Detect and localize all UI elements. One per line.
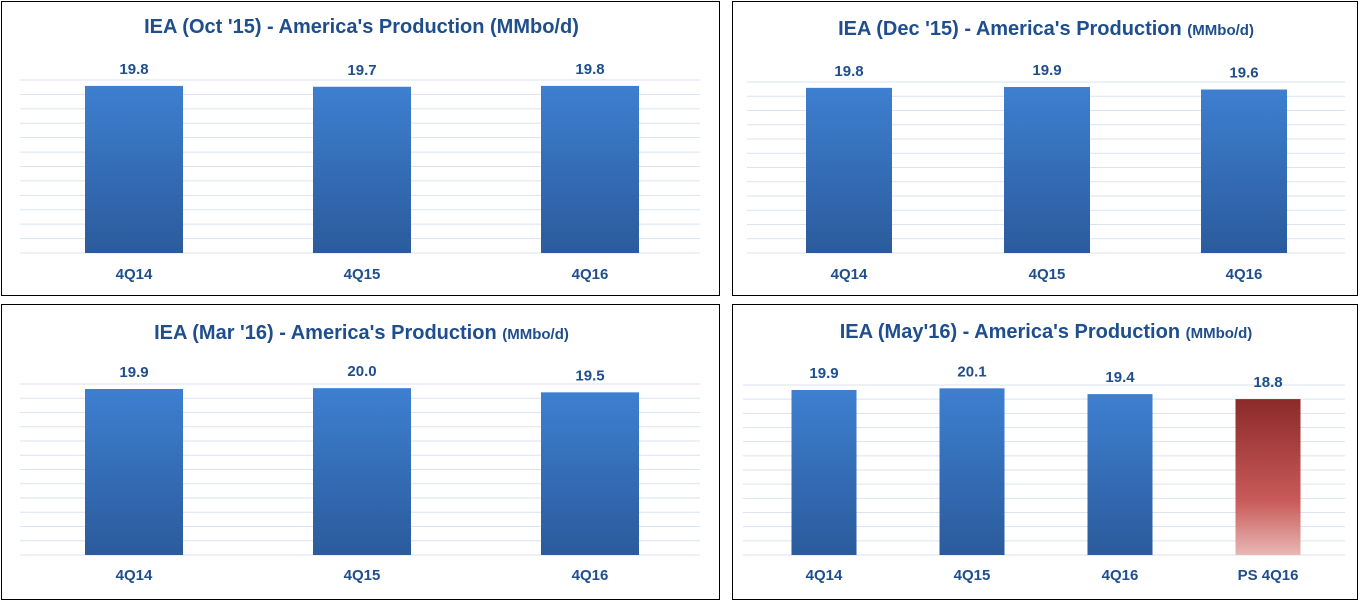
chart-title-unit: (MMbo/d)	[502, 326, 569, 343]
bar	[541, 85, 639, 253]
category-label: 4Q14	[116, 266, 153, 283]
category-label: 4Q16	[1102, 567, 1139, 584]
category-label: 4Q15	[1029, 266, 1066, 283]
chart-svg: IEA (May'16) - America's Production (MMb…	[743, 321, 1345, 584]
chart-panel-mar-16: IEA (Mar '16) - America's Production (MM…	[1, 304, 720, 600]
value-label: 18.8	[1253, 374, 1282, 391]
chart-svg: IEA (Oct '15) - America's Production (MM…	[20, 16, 700, 283]
category-label: PS 4Q16	[1238, 567, 1299, 584]
bar	[1087, 394, 1153, 555]
category-label: 4Q14	[806, 567, 843, 584]
bar	[85, 85, 183, 253]
chart-svg: IEA (Mar '16) - America's Production (MM…	[20, 322, 700, 584]
bar	[791, 389, 857, 555]
chart-panel-may-16: IEA (May'16) - America's Production (MMb…	[732, 304, 1358, 600]
value-label: 19.9	[1032, 62, 1061, 79]
value-label: 19.8	[119, 61, 148, 78]
chart-title-unit: (MMbo/d)	[1186, 325, 1253, 342]
chart-title: IEA (Oct '15) - America's Production (MM…	[144, 16, 579, 38]
chart-title: IEA (Dec '15) - America's Production (MM…	[838, 18, 1254, 40]
category-label: 4Q16	[572, 567, 609, 584]
bar	[1004, 87, 1090, 253]
value-label: 20.1	[957, 363, 986, 380]
value-label: 19.4	[1105, 369, 1135, 386]
chart-title-text: IEA (Dec '15) - America's Production	[838, 18, 1182, 40]
chart-title-text: IEA (May'16) - America's Production	[840, 321, 1180, 343]
category-label: 4Q15	[344, 266, 381, 283]
value-label: 19.9	[119, 364, 148, 381]
bar	[313, 388, 411, 555]
value-label: 19.6	[1229, 65, 1258, 82]
category-label: 4Q16	[1226, 266, 1263, 283]
category-label: 4Q14	[116, 567, 153, 584]
chart-title: IEA (Mar '16) - America's Production (MM…	[154, 322, 569, 344]
chart-title: IEA (May'16) - America's Production (MMb…	[840, 321, 1253, 343]
value-label: 19.8	[834, 63, 863, 80]
value-label: 19.5	[575, 367, 604, 384]
value-label: 19.8	[575, 61, 604, 78]
bar	[939, 388, 1005, 555]
bar	[806, 87, 892, 254]
bar	[1201, 89, 1287, 253]
category-label: 4Q15	[954, 567, 991, 584]
bar-highlight	[1235, 399, 1301, 555]
category-label: 4Q14	[831, 266, 868, 283]
value-label: 19.7	[347, 62, 376, 79]
chart-title-unit: (MMbo/d)	[1187, 22, 1254, 39]
chart-panel-oct-15: IEA (Oct '15) - America's Production (MM…	[1, 1, 720, 296]
bar	[313, 86, 411, 253]
value-label: 19.9	[809, 365, 838, 382]
bar	[85, 389, 183, 555]
chart-title-text: IEA (Mar '16) - America's Production	[154, 322, 497, 344]
chart-svg: IEA (Dec '15) - America's Production (MM…	[747, 18, 1345, 283]
chart-panel-dec-15: IEA (Dec '15) - America's Production (MM…	[732, 1, 1358, 296]
category-label: 4Q16	[572, 266, 609, 283]
category-label: 4Q15	[344, 567, 381, 584]
value-label: 20.0	[347, 363, 376, 380]
bar	[541, 392, 639, 555]
chart-title-text: IEA (Oct '15) - America's Production (MM…	[144, 16, 579, 38]
